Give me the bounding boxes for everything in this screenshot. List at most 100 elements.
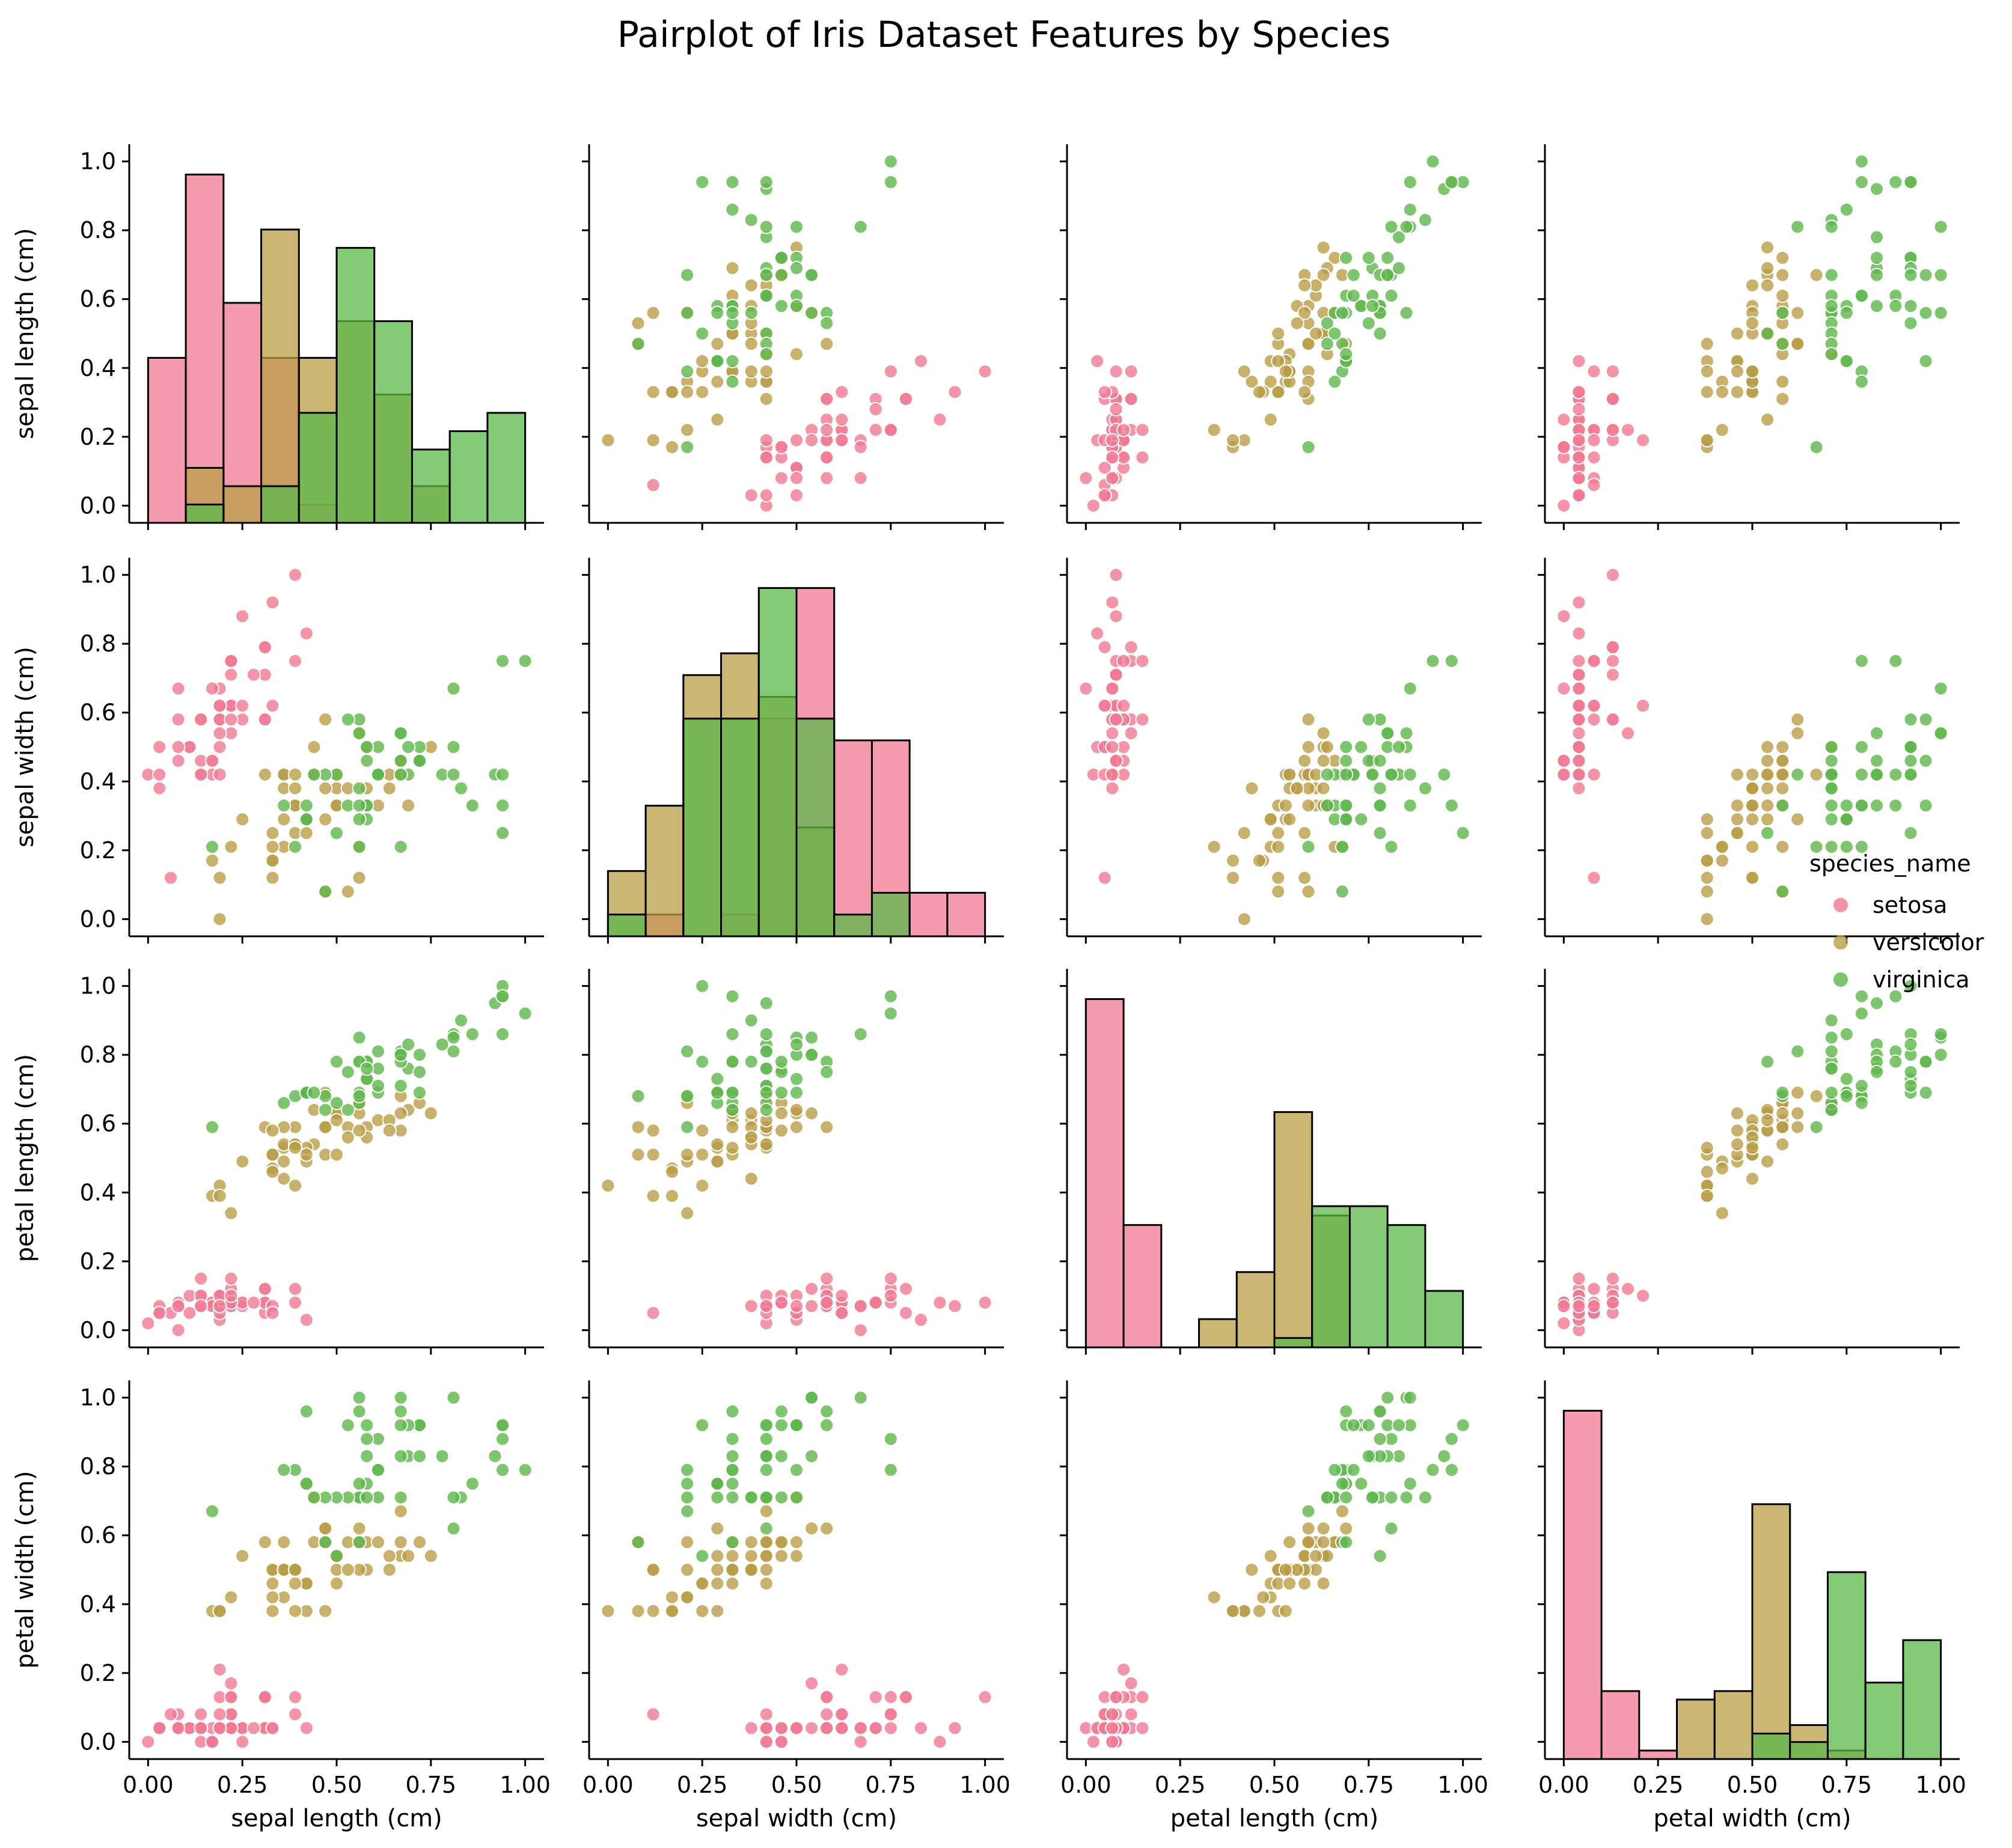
point-virginica-33 [1775, 305, 1790, 320]
point-virginica-36 [819, 1404, 834, 1419]
y-axis-label: sepal width (cm) [11, 647, 39, 847]
point-versicolor-9 [1760, 812, 1775, 827]
point-versicolor-46 [288, 781, 302, 796]
point-versicolor-43 [1699, 1189, 1714, 1203]
point-versicolor-23 [725, 1576, 740, 1591]
point-setosa-25 [212, 767, 227, 782]
point-virginica-19 [631, 1088, 646, 1103]
point-virginica-31 [1854, 1006, 1869, 1021]
point-virginica-9 [1933, 1026, 1948, 1041]
point-virginica-10 [789, 1085, 804, 1100]
point-setosa-35 [789, 433, 804, 448]
point-virginica-21 [1854, 374, 1869, 389]
point-virginica-48 [819, 316, 834, 331]
point-virginica-35 [1402, 175, 1417, 189]
point-virginica-7 [1824, 781, 1839, 796]
point-virginica-46 [680, 305, 695, 320]
point-virginica-6 [205, 840, 219, 855]
point-versicolor-48 [1714, 1206, 1729, 1221]
point-virginica-44 [1380, 726, 1395, 741]
point-versicolor-26 [1760, 261, 1775, 276]
point-versicolor-46 [744, 364, 759, 379]
point-versicolor-13 [744, 1549, 759, 1564]
point-setosa-31 [819, 1689, 834, 1704]
x-axis-label: petal length (cm) [1170, 1805, 1378, 1832]
point-setosa-14 [914, 1721, 928, 1736]
point-virginica-9 [1402, 1390, 1417, 1405]
point-virginica-41 [412, 753, 427, 768]
point-virginica-37 [1365, 1490, 1380, 1505]
point-versicolor-43 [212, 1189, 227, 1203]
point-versicolor-3 [265, 870, 280, 885]
point-setosa-38 [1571, 767, 1586, 782]
point-virginica-45 [1903, 1078, 1918, 1093]
point-versicolor-34 [759, 1535, 774, 1550]
point-versicolor-41 [759, 1549, 774, 1564]
point-virginica-41 [1339, 753, 1354, 768]
point-versicolor-31 [1252, 385, 1267, 400]
point-versicolor-21 [1271, 326, 1286, 341]
point-virginica-46 [352, 1088, 367, 1103]
point-virginica-30 [1402, 202, 1417, 217]
point-versicolor-45 [759, 1137, 774, 1152]
point-versicolor-31 [1699, 853, 1714, 868]
point-versicolor-12 [1271, 884, 1286, 899]
point-setosa-44 [1605, 1271, 1620, 1286]
point-virginica-42 [710, 1085, 725, 1100]
hist-bar-setosa-6 [833, 739, 873, 938]
point-virginica-35 [495, 1026, 510, 1041]
point-virginica-26 [725, 1102, 740, 1117]
point-virginica-18 [495, 826, 510, 841]
point-virginica-49 [1339, 767, 1354, 782]
x-tick-label: 0.50 [311, 1772, 362, 1798]
point-virginica-0 [352, 1030, 367, 1045]
point-setosa-24 [1135, 1721, 1150, 1736]
legend-label-virginica: virginica [1873, 966, 1970, 993]
hist-bar-virginica-4 [757, 587, 798, 938]
point-setosa-36 [265, 698, 280, 713]
point-virginica-45 [393, 1418, 408, 1433]
point-setosa-45 [194, 1707, 209, 1722]
point-virginica-25 [1399, 219, 1414, 234]
point-virginica-43 [1392, 261, 1406, 276]
point-virginica-48 [340, 1064, 355, 1079]
point-virginica-2 [435, 1449, 450, 1463]
point-setosa-37 [1105, 681, 1120, 696]
point-virginica-8 [1384, 840, 1399, 855]
point-virginica-49 [307, 1490, 322, 1505]
hist-bar-virginica-3 [260, 485, 300, 524]
point-versicolor-2 [1775, 251, 1790, 265]
point-versicolor-12 [318, 1603, 333, 1618]
legend-label-versicolor: versicolor [1873, 929, 1984, 956]
point-virginica-39 [412, 1449, 427, 1463]
point-virginica-32 [1888, 1054, 1903, 1069]
point-versicolor-27 [1809, 767, 1824, 782]
point-setosa-36 [834, 1721, 849, 1736]
point-versicolor-13 [1316, 781, 1331, 796]
point-versicolor-37 [646, 1123, 661, 1138]
point-virginica-34 [695, 326, 710, 341]
point-setosa-24 [1135, 712, 1150, 727]
point-virginica-7 [454, 781, 468, 796]
point-versicolor-15 [774, 1123, 789, 1138]
point-virginica-7 [744, 213, 759, 227]
point-setosa-39 [224, 712, 239, 727]
point-versicolor-40 [1297, 826, 1312, 841]
point-versicolor-35 [1790, 1120, 1805, 1135]
point-versicolor-30 [1714, 1161, 1729, 1176]
point-setosa-20 [1124, 391, 1139, 406]
point-setosa-16 [898, 1689, 913, 1704]
point-virginica-33 [725, 1535, 740, 1550]
point-versicolor-18 [1301, 884, 1316, 899]
point-virginica-48 [340, 1418, 355, 1433]
point-versicolor-34 [257, 1535, 272, 1550]
point-versicolor-13 [744, 1106, 759, 1121]
point-setosa-16 [257, 639, 272, 654]
point-versicolor-29 [288, 1603, 302, 1618]
point-virginica-37 [774, 299, 789, 314]
point-versicolor-38 [1745, 767, 1760, 782]
point-setosa-6 [819, 471, 834, 486]
point-versicolor-42 [695, 1576, 710, 1591]
hist-bar-setosa-0 [1084, 998, 1125, 1349]
point-versicolor-42 [1729, 826, 1744, 841]
